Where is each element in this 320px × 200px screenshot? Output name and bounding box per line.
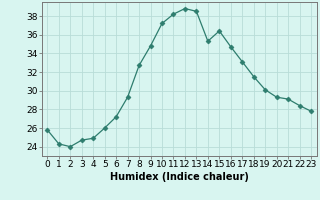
X-axis label: Humidex (Indice chaleur): Humidex (Indice chaleur) [110,172,249,182]
